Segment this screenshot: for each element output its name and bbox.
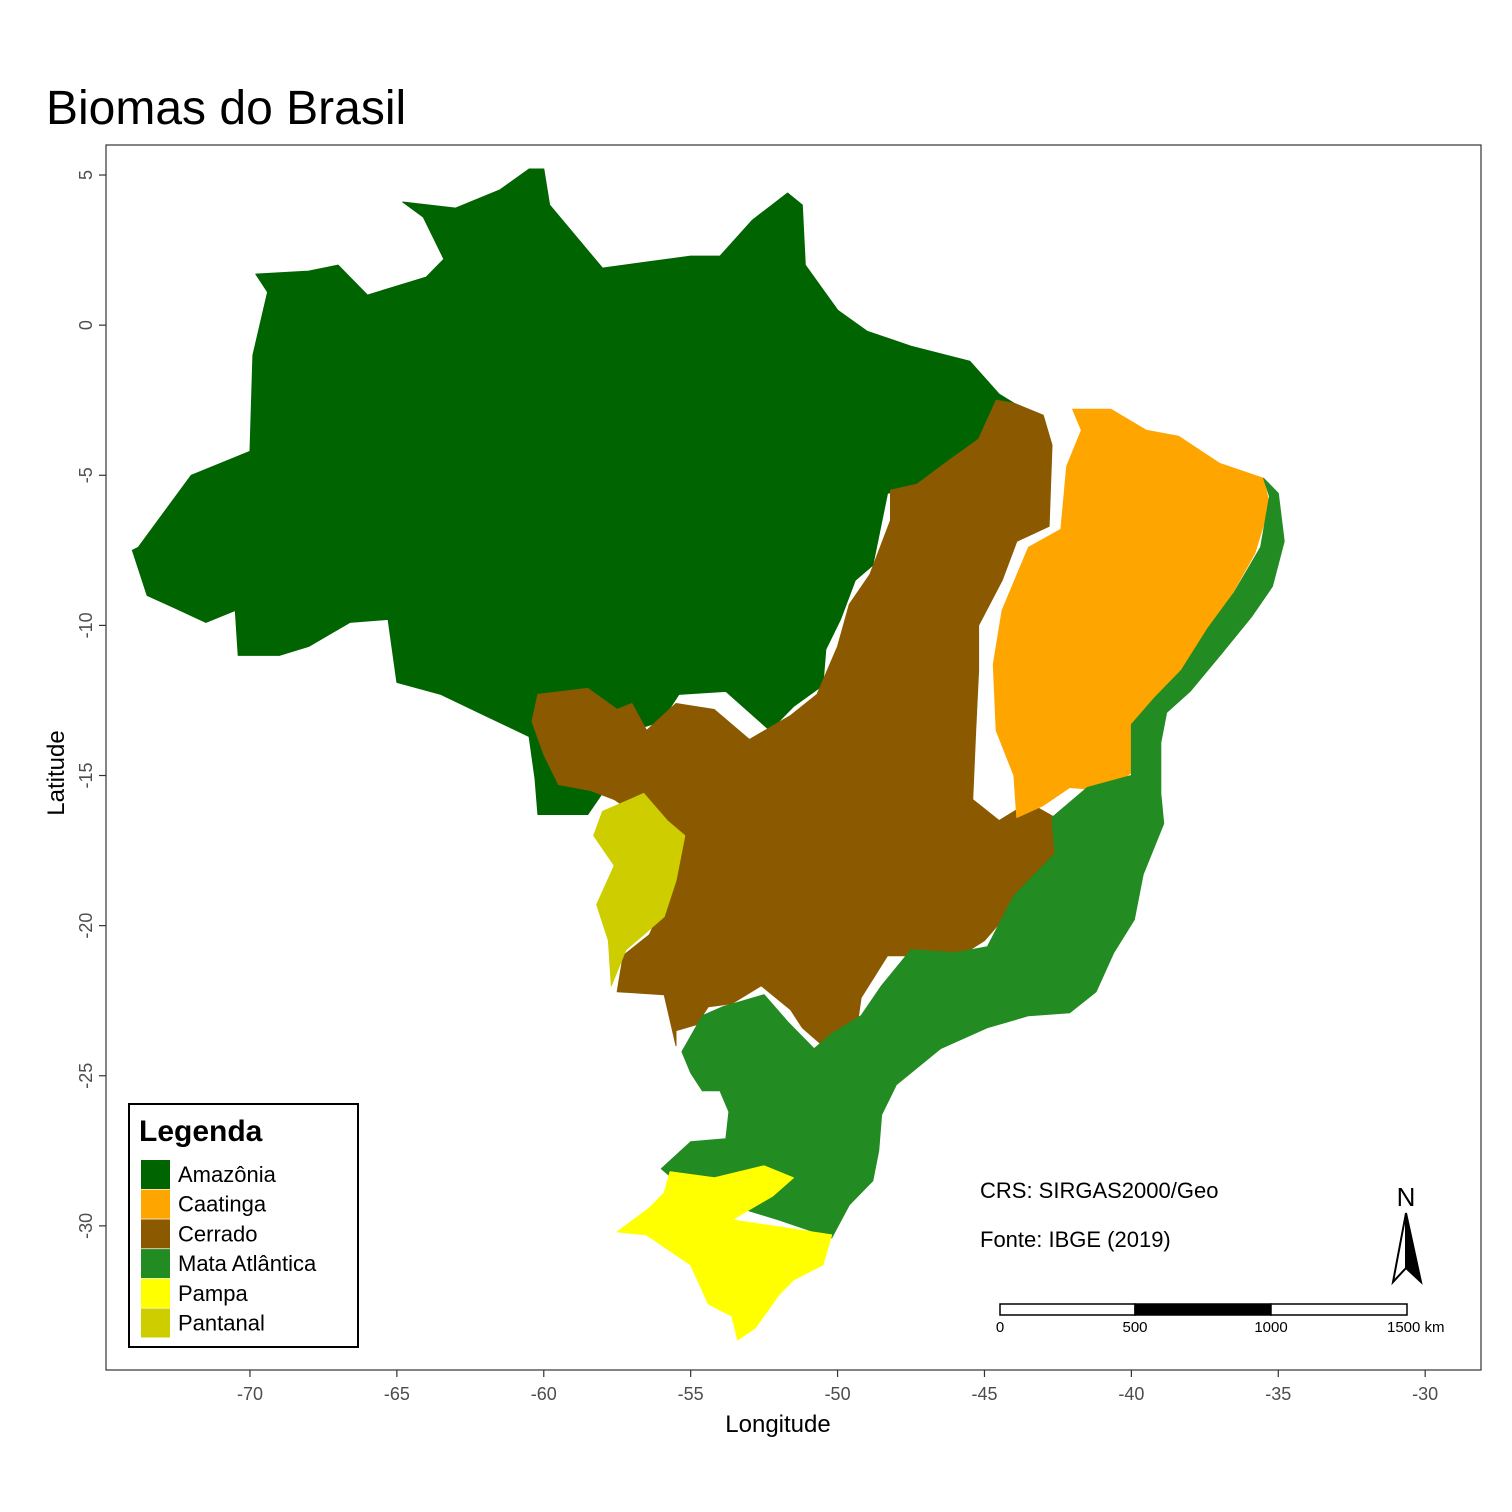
north-label: N (1397, 1182, 1416, 1212)
y-tick-label: -10 (76, 612, 96, 638)
scale-label-1500: 1500 km (1387, 1319, 1445, 1336)
region-pantanal (593, 793, 686, 987)
scale-label-0: 0 (996, 1319, 1004, 1336)
scale-segment-2 (1134, 1303, 1272, 1316)
region-mata-atlantica (660, 477, 1285, 1239)
map-title: Biomas do Brasil (46, 82, 406, 135)
y-axis-title: Latitude (43, 730, 70, 815)
x-tick-label: -45 (971, 1384, 997, 1404)
legend: Legenda Amazônia Caatinga Cerrado Mata Atlâ… (128, 1103, 359, 1348)
scale-segment-1 (999, 1303, 1136, 1316)
x-tick-label: -50 (825, 1384, 851, 1404)
y-tick-label: -20 (76, 913, 96, 939)
scale-label-1000: 1000 (1254, 1319, 1287, 1336)
legend-label-caatinga: Caatinga (178, 1192, 267, 1217)
x-tick-label: -55 (678, 1384, 704, 1404)
scale-bar: 0 500 1000 1500 km (996, 1303, 1445, 1336)
legend-items: Amazônia Caatinga Cerrado Mata Atlântica Pam… (141, 1160, 317, 1338)
legend-swatch-mata-atlantica (141, 1249, 170, 1279)
legend-label-pantanal: Pantanal (178, 1311, 265, 1336)
legend-label-mata-atlantica: Mata Atlântica (178, 1251, 317, 1276)
legend-swatch-caatinga (141, 1189, 170, 1219)
legend-swatch-amazonia (141, 1160, 170, 1189)
y-tick-label: -30 (76, 1213, 96, 1239)
legend-swatch-pantanal (141, 1308, 170, 1338)
north-arrow-left (1391, 1212, 1407, 1286)
scale-segment-3 (1270, 1303, 1408, 1316)
y-axis-ticks: 5 0 -5 -10 -15 -20 -25 -30 (76, 170, 106, 1239)
legend-swatch-cerrado (141, 1219, 170, 1249)
legend-title: Legenda (139, 1115, 263, 1148)
legend-label-cerrado: Cerrado (178, 1221, 257, 1246)
x-axis-title: Longitude (725, 1411, 830, 1438)
y-tick-label: 5 (76, 170, 96, 180)
x-tick-label: -35 (1265, 1384, 1291, 1404)
north-arrow-right (1405, 1212, 1423, 1285)
biome-regions (131, 168, 1285, 1341)
legend-label-amazonia: Amazônia (178, 1162, 277, 1187)
x-tick-label: -65 (384, 1384, 410, 1404)
source-label: Fonte: IBGE (2019) (980, 1227, 1171, 1252)
x-axis-ticks: -70 -65 -60 -55 -50 -45 -40 -35 -30 (237, 1370, 1438, 1404)
y-tick-label: -25 (76, 1063, 96, 1089)
x-tick-label: -60 (531, 1384, 557, 1404)
y-tick-label: 0 (76, 320, 96, 330)
legend-swatch-pampa (141, 1278, 170, 1308)
legend-label-pampa: Pampa (178, 1281, 248, 1306)
plot-panel-border (105, 144, 1482, 1371)
region-pampa (616, 1165, 833, 1341)
x-tick-label: -30 (1412, 1384, 1438, 1404)
x-tick-label: -40 (1118, 1384, 1144, 1404)
y-tick-label: -15 (76, 763, 96, 789)
x-tick-label: -70 (237, 1384, 263, 1404)
scale-label-500: 500 (1122, 1319, 1147, 1336)
y-tick-label: -5 (76, 467, 96, 483)
crs-label: CRS: SIRGAS2000/Geo (980, 1178, 1218, 1203)
north-arrow: N (1391, 1182, 1423, 1286)
